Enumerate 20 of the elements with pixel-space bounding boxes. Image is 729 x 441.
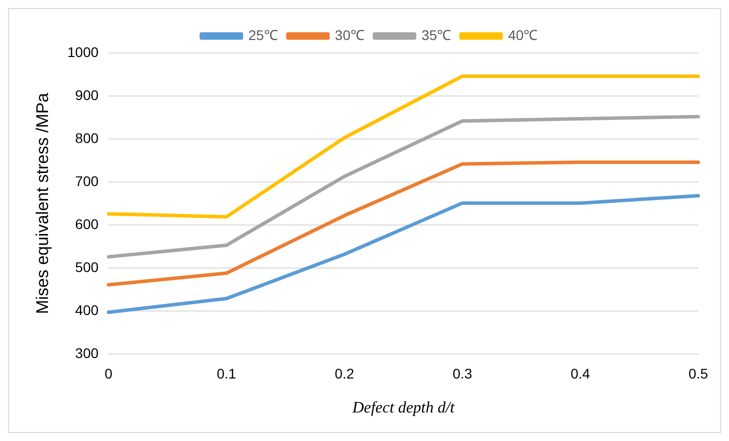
- legend-label: 40℃: [508, 26, 538, 43]
- x-axis-title: Defect depth d/t: [351, 400, 456, 417]
- x-tick-label: 0.2: [334, 365, 354, 382]
- legend-label: 35℃: [422, 26, 452, 43]
- y-tick-label: 1000: [67, 44, 99, 60]
- y-tick-label: 900: [75, 86, 99, 103]
- x-tick-label: 0.1: [216, 365, 236, 382]
- x-tick-label: 0: [104, 365, 113, 382]
- y-tick-label: 700: [75, 172, 99, 189]
- x-tick-label: 0.3: [452, 365, 472, 382]
- x-tick-label: 0.5: [688, 365, 708, 382]
- y-tick-label: 600: [75, 216, 99, 232]
- legend-label: 30℃: [334, 26, 365, 43]
- y-axis-title: Mises equivalent stress /MPa: [32, 92, 52, 314]
- legend-label: 25℃: [248, 26, 278, 43]
- y-tick-label: 400: [75, 302, 99, 318]
- y-tick-label: 300: [75, 344, 99, 361]
- x-tick-label: 0.4: [570, 365, 590, 382]
- y-tick-label: 500: [75, 258, 99, 275]
- y-tick-label: 800: [75, 130, 99, 146]
